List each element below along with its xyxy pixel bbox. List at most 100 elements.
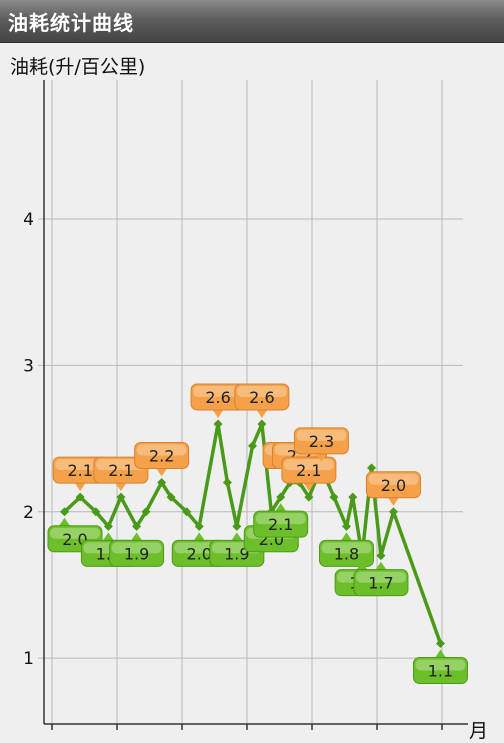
high-value-label: 2.3	[293, 427, 349, 462]
data-point	[91, 507, 101, 517]
label-pointer	[374, 561, 387, 571]
data-label-text: 1.9	[224, 544, 249, 563]
data-point	[166, 492, 176, 502]
data-point	[376, 551, 386, 561]
data-point	[388, 507, 398, 517]
y-tick-label: 3	[23, 356, 34, 376]
label-box	[353, 569, 409, 597]
series-line-group	[60, 419, 445, 648]
label-gloss	[255, 513, 306, 525]
label-pointer	[74, 482, 87, 492]
axes: 1 2 3 4	[23, 80, 468, 730]
label-box	[281, 456, 337, 484]
series-line	[63, 422, 443, 645]
label-pointer	[58, 517, 71, 527]
data-point	[276, 492, 286, 502]
label-pointer	[356, 561, 369, 571]
data-point	[348, 492, 358, 502]
label-gloss	[55, 459, 106, 471]
data-label-text: 2.1	[296, 461, 321, 480]
label-gloss	[321, 542, 372, 554]
data-label-text: 2.1	[108, 461, 133, 480]
label-gloss	[193, 385, 244, 397]
y-tick-label: 4	[23, 210, 34, 230]
data-point	[232, 521, 242, 531]
low-value-label: 2.1	[253, 503, 309, 538]
label-pointer	[434, 649, 447, 659]
data-label-text: 2.1	[67, 461, 92, 480]
label-gloss	[296, 429, 347, 441]
label-box	[365, 471, 421, 499]
label-gloss	[50, 527, 100, 539]
data-label-text: 1.1	[428, 662, 453, 681]
label-box	[134, 442, 190, 469]
label-pointer	[193, 532, 206, 542]
app-title: 油耗统计曲线	[8, 11, 134, 35]
data-label-text: 1.8	[334, 544, 359, 563]
label-pointer	[230, 532, 243, 542]
data-point	[141, 507, 151, 517]
high-value-label: 2.1	[93, 456, 149, 492]
data-label-group: 2.12.12.22.62.62.22.22.12.32.02.01.81.92…	[47, 383, 468, 684]
data-label-text: 2.0	[187, 544, 212, 563]
data-point	[329, 492, 339, 502]
label-box	[253, 510, 309, 538]
high-value-label: 2.6	[234, 383, 290, 418]
low-value-label: 1.7	[353, 561, 409, 597]
x-axis-label: 月	[469, 720, 489, 742]
label-gloss	[283, 459, 334, 471]
label-gloss	[95, 459, 146, 471]
data-point	[367, 463, 377, 473]
data-label-text: 2.6	[249, 388, 274, 407]
grid-lines	[38, 80, 463, 724]
label-gloss	[368, 473, 419, 485]
label-gloss	[236, 385, 287, 397]
label-pointer	[274, 503, 287, 513]
label-pointer	[315, 452, 328, 462]
data-point	[213, 419, 223, 429]
data-point	[248, 441, 257, 451]
y-axis-label: 油耗(升/百公里)	[10, 56, 146, 78]
label-pointer	[155, 467, 168, 477]
high-value-label: 2.0	[365, 471, 421, 506]
label-pointer	[114, 482, 127, 492]
data-point	[103, 521, 113, 531]
label-pointer	[212, 408, 225, 418]
y-tick-label: 1	[23, 649, 34, 669]
low-value-label: 1.9	[109, 532, 165, 567]
label-pointer	[130, 532, 143, 542]
data-point	[194, 521, 204, 531]
y-tick-label: 2	[23, 503, 34, 523]
label-gloss	[355, 571, 406, 583]
low-value-label: 1.8	[318, 532, 374, 567]
data-point	[157, 478, 167, 487]
data-label-text: 2.1	[268, 515, 293, 534]
data-point	[304, 492, 314, 502]
data-label-text: 2.6	[205, 388, 230, 407]
label-gloss	[136, 444, 187, 456]
label-box	[293, 427, 349, 455]
title-bar: 油耗统计曲线	[0, 0, 504, 43]
data-point	[222, 478, 232, 487]
data-point	[182, 507, 192, 517]
label-box	[109, 539, 165, 567]
high-value-label: 2.2	[134, 442, 190, 477]
label-pointer	[387, 496, 400, 506]
data-label-text: 2.0	[381, 476, 406, 495]
low-value-label: 1.1	[412, 649, 468, 684]
label-box	[234, 383, 290, 411]
label-gloss	[111, 542, 162, 554]
label-pointer	[102, 532, 115, 542]
data-point	[116, 492, 126, 502]
high-value-label: 2.6	[190, 383, 246, 418]
data-label-text: 2.2	[149, 447, 174, 466]
label-box	[412, 657, 468, 684]
data-point	[60, 507, 70, 517]
label-pointer	[340, 532, 353, 542]
high-value-label: 2.1	[281, 456, 337, 492]
data-label-text: 1.7	[368, 574, 393, 593]
data-label-text: 2.3	[309, 432, 334, 451]
label-pointer	[302, 482, 315, 492]
label-gloss	[415, 659, 466, 671]
